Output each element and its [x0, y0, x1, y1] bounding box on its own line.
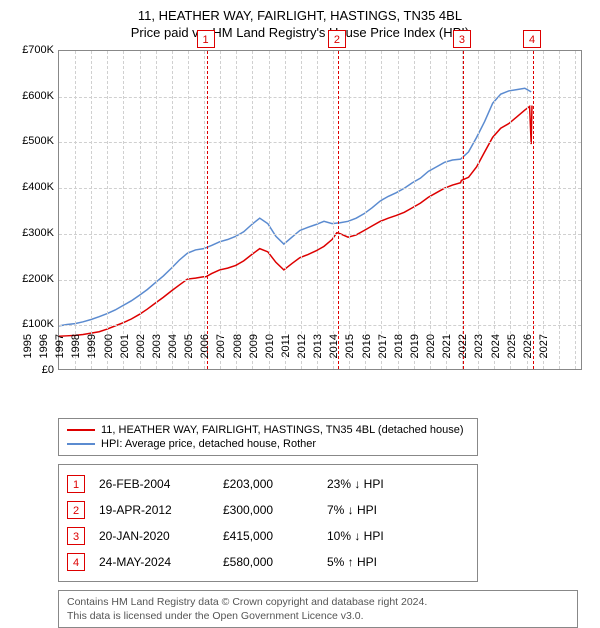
sale-date: 19-APR-2012 [99, 503, 209, 517]
x-tick-label: 2013 [312, 334, 324, 374]
x-tick-label: 2016 [361, 334, 373, 374]
x-tick-label: 2001 [119, 334, 131, 374]
x-tick-label: 1998 [70, 334, 82, 374]
sale-marker-box: 1 [197, 30, 215, 48]
chart-area: £0£100K£200K£300K£400K£500K£600K£700K199… [10, 46, 590, 416]
y-tick-label: £200K [22, 273, 54, 285]
y-tick-label: £600K [22, 90, 54, 102]
sale-row: 4 24-MAY-2024 £580,000 5% ↑ HPI [67, 549, 469, 575]
x-tick-label: 2025 [506, 334, 518, 374]
sale-hpi-diff: 7% ↓ HPI [327, 503, 437, 517]
sale-marker-ref: 2 [67, 501, 85, 519]
sale-hpi-diff: 5% ↑ HPI [327, 555, 437, 569]
y-tick-label: £300K [22, 227, 54, 239]
chart-title-sub: Price paid vs. HM Land Registry's House … [10, 25, 590, 40]
x-tick-label: 2022 [457, 334, 469, 374]
series-hpi [59, 88, 531, 326]
sale-marker-box: 4 [523, 30, 541, 48]
plot-region [58, 50, 582, 370]
x-tick-label: 2020 [425, 334, 437, 374]
x-tick-label: 2017 [377, 334, 389, 374]
x-tick-label: 2000 [103, 334, 115, 374]
legend-label: HPI: Average price, detached house, Roth… [101, 438, 316, 450]
sale-hpi-diff: 10% ↓ HPI [327, 529, 437, 543]
sale-price: £580,000 [223, 555, 313, 569]
x-tick-label: 2019 [409, 334, 421, 374]
x-tick-label: 2018 [393, 334, 405, 374]
sale-row: 3 20-JAN-2020 £415,000 10% ↓ HPI [67, 523, 469, 549]
y-tick-label: £400K [22, 181, 54, 193]
sale-date: 26-FEB-2004 [99, 477, 209, 491]
legend-label: 11, HEATHER WAY, FAIRLIGHT, HASTINGS, TN… [101, 424, 464, 436]
x-tick-label: 2006 [199, 334, 211, 374]
legend-swatch [67, 443, 95, 445]
y-tick-label: £700K [22, 44, 54, 56]
chart-legend: 11, HEATHER WAY, FAIRLIGHT, HASTINGS, TN… [58, 418, 478, 456]
chart-title-address: 11, HEATHER WAY, FAIRLIGHT, HASTINGS, TN… [10, 8, 590, 23]
x-tick-label: 2004 [167, 334, 179, 374]
legend-swatch [67, 429, 95, 431]
x-tick-label: 2023 [473, 334, 485, 374]
x-tick-label: 2008 [232, 334, 244, 374]
sale-marker-ref: 1 [67, 475, 85, 493]
x-tick-label: 2005 [183, 334, 195, 374]
sale-price: £415,000 [223, 529, 313, 543]
x-tick-label: 2026 [522, 334, 534, 374]
sale-date: 20-JAN-2020 [99, 529, 209, 543]
sale-marker-line [207, 51, 208, 369]
legend-item: HPI: Average price, detached house, Roth… [67, 437, 469, 451]
x-tick-label: 2003 [151, 334, 163, 374]
x-tick-label: 1997 [54, 334, 66, 374]
legend-item: 11, HEATHER WAY, FAIRLIGHT, HASTINGS, TN… [67, 423, 469, 437]
x-tick-label: 2009 [248, 334, 260, 374]
x-tick-label: 2010 [264, 334, 276, 374]
x-tick-label: 1995 [22, 334, 34, 374]
sale-date: 24-MAY-2024 [99, 555, 209, 569]
sale-price: £203,000 [223, 477, 313, 491]
x-tick-label: 2021 [441, 334, 453, 374]
sales-table: 1 26-FEB-2004 £203,000 23% ↓ HPI 2 19-APR-201… [58, 464, 478, 582]
x-tick-label: 2024 [490, 334, 502, 374]
x-tick-label: 2012 [296, 334, 308, 374]
x-tick-label: 2015 [344, 334, 356, 374]
footer-line1: Contains HM Land Registry data © Crown c… [67, 595, 569, 609]
sale-hpi-diff: 23% ↓ HPI [327, 477, 437, 491]
x-tick-label: 2027 [538, 334, 550, 374]
x-tick-label: 1996 [38, 334, 50, 374]
x-tick-label: 1999 [86, 334, 98, 374]
sale-marker-box: 3 [453, 30, 471, 48]
x-tick-label: 2014 [328, 334, 340, 374]
y-tick-label: £500K [22, 135, 54, 147]
chart-footer: Contains HM Land Registry data © Crown c… [58, 590, 578, 628]
sale-marker-ref: 3 [67, 527, 85, 545]
y-tick-label: £100K [22, 318, 54, 330]
sale-marker-box: 2 [328, 30, 346, 48]
x-tick-label: 2007 [215, 334, 227, 374]
x-tick-label: 2002 [135, 334, 147, 374]
sale-marker-line [338, 51, 339, 369]
footer-line2: This data is licensed under the Open Gov… [67, 609, 569, 623]
sale-row: 2 19-APR-2012 £300,000 7% ↓ HPI [67, 497, 469, 523]
sale-marker-ref: 4 [67, 553, 85, 571]
sale-row: 1 26-FEB-2004 £203,000 23% ↓ HPI [67, 471, 469, 497]
sale-marker-line [533, 51, 534, 369]
sale-marker-line [463, 51, 464, 369]
sale-price: £300,000 [223, 503, 313, 517]
x-tick-label: 2011 [280, 334, 292, 374]
